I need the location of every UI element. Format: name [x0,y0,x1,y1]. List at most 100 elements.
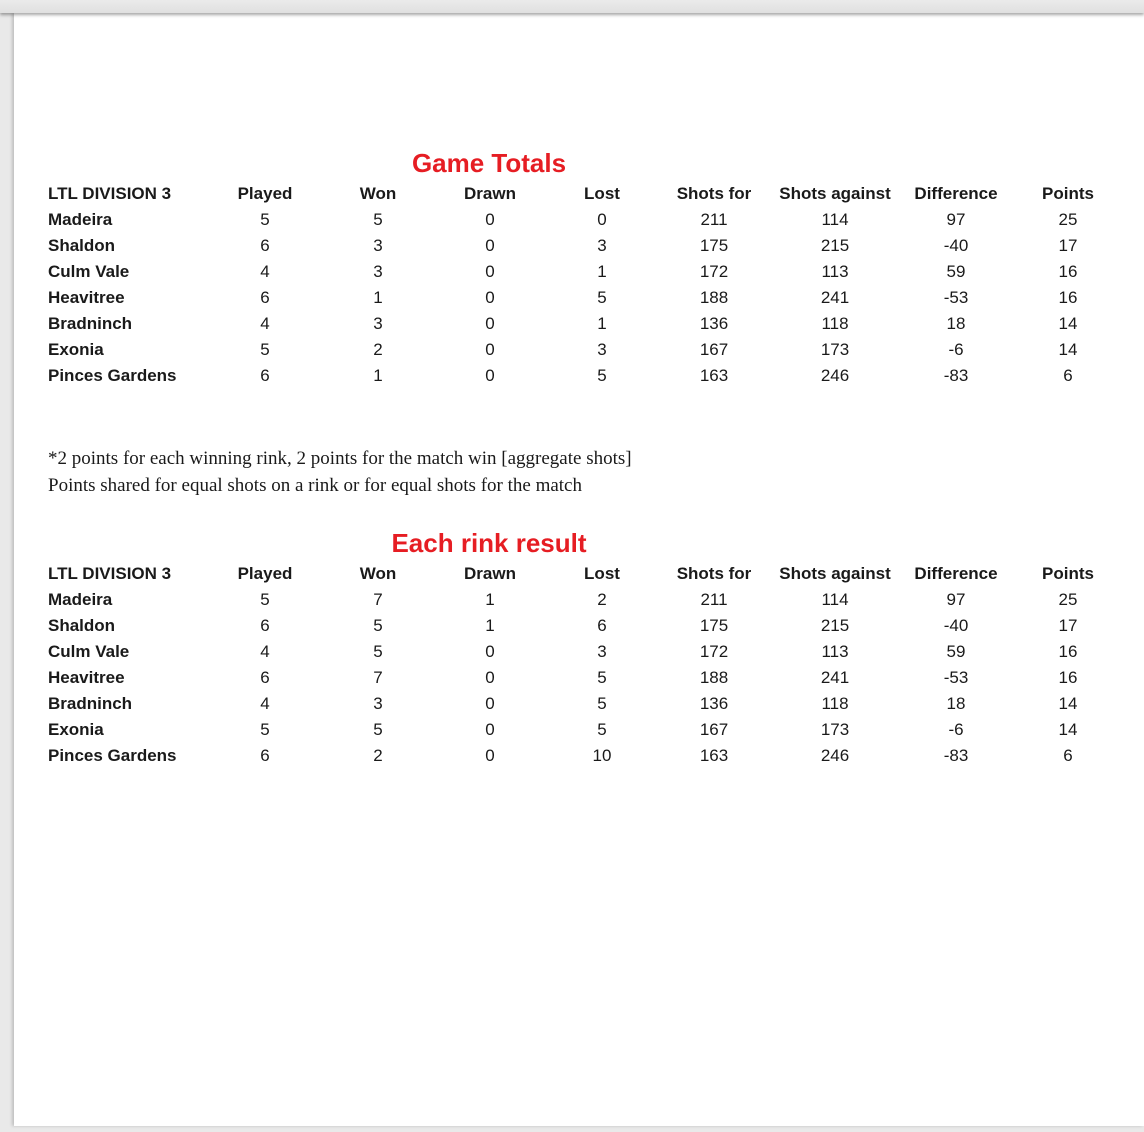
team-name-cell: Shaldon [48,616,116,635]
stat-cell: 1 [485,616,495,635]
game-totals-table: LTL DIVISION 3 Played Won Drawn Lost Shots fo… [48,181,1124,389]
column-header: Shots for [676,184,752,203]
table-row: Exonia 5 5 0 5 167 173 -6 14 [48,717,1124,743]
stat-cell: 18 [946,314,966,333]
stat-cell: 97 [946,210,966,229]
stat-cell: 114 [821,210,849,229]
stat-cell: 14 [1058,340,1078,359]
stat-cell: 0 [485,236,495,255]
stat-cell: 163 [699,366,729,385]
table-row: Bradninch 4 3 0 1 136 118 18 14 [48,311,1124,337]
column-header: Difference [914,184,998,203]
stat-cell: 5 [597,366,607,385]
team-name-cell: Madeira [48,210,113,229]
game-totals-title: Game Totals [411,148,567,178]
column-header: Shots for [676,564,752,583]
team-name-cell: Culm Vale [48,642,130,661]
stat-cell: 3 [597,642,607,661]
stat-cell: 188 [699,288,729,307]
stat-cell: 6 [1063,366,1073,385]
team-name-cell: Madeira [48,590,113,609]
stat-cell: 3 [373,694,383,713]
stat-cell: 188 [699,668,729,687]
stat-cell: 3 [373,236,383,255]
column-header: LTL DIVISION 3 [48,184,172,203]
stat-cell: 211 [700,210,728,229]
stat-cell: 118 [821,314,849,333]
stat-cell: 6 [260,236,270,255]
stat-cell: 1 [373,288,383,307]
stat-cell: 14 [1058,694,1078,713]
column-header: LTL DIVISION 3 [48,564,172,583]
stat-cell: 0 [485,262,495,281]
stat-cell: -53 [943,288,969,307]
each-rink-result-table: LTL DIVISION 3 Played Won Drawn Lost Shots fo… [48,561,1124,769]
stat-cell: 5 [373,210,383,229]
table-row: Shaldon 6 3 0 3 175 215 -40 17 [48,233,1124,259]
stat-cell: 25 [1058,590,1078,609]
stat-cell: 4 [260,262,270,281]
column-header: Drawn [464,184,516,203]
stat-cell: 14 [1058,720,1078,739]
stat-cell: 246 [820,746,850,765]
stat-cell: 114 [821,590,849,609]
stat-cell: 4 [260,694,270,713]
stat-cell: 136 [699,314,729,333]
column-header: Points [1042,184,1094,203]
table-row: Culm Vale 4 5 0 3 172 113 59 16 [48,639,1124,665]
stat-cell: 10 [592,746,612,765]
stat-cell: 59 [946,642,966,661]
stat-cell: 2 [597,590,607,609]
team-name-cell: Pinces Gardens [48,366,177,385]
stat-cell: 17 [1058,236,1078,255]
stat-cell: -40 [943,616,969,635]
table-row: Heavitree 6 7 0 5 188 241 -53 16 [48,665,1124,691]
stat-cell: 4 [260,314,270,333]
stat-cell: 6 [260,288,270,307]
column-header: Points [1042,564,1094,583]
team-name-cell: Culm Vale [48,262,130,281]
stat-cell: 1 [597,314,607,333]
stat-cell: 18 [946,694,966,713]
stat-cell: 0 [485,642,495,661]
stat-cell: 5 [373,616,383,635]
stat-cell: 0 [485,668,495,687]
column-header: Shots against [779,564,891,583]
stat-cell: 167 [699,340,729,359]
column-header: Won [359,564,397,583]
stat-cell: 59 [946,262,966,281]
team-name-cell: Bradninch [48,694,133,713]
stat-cell: 1 [373,366,383,385]
header-row: LTL DIVISION 3 Played Won Drawn Lost Shots fo… [48,181,1124,207]
team-name-cell: Exonia [48,340,104,359]
stat-cell: 0 [485,314,495,333]
stat-cell: 241 [820,668,850,687]
stat-cell: 175 [699,236,729,255]
stat-cell: 5 [260,210,270,229]
stat-cell: 118 [821,694,849,713]
stat-cell: 5 [597,720,607,739]
table-row: Shaldon 6 5 1 6 175 215 -40 17 [48,613,1124,639]
stat-cell: 172 [699,262,729,281]
column-header: Drawn [464,564,516,583]
stat-cell: 0 [597,210,607,229]
spreadsheet-content: Game Totals LTL DIVISION 3 Played Won Drawn… [48,147,1124,769]
stat-cell: 173 [820,340,850,359]
each-rink-result-title: Each rink result [391,528,587,558]
stat-cell: 5 [373,642,383,661]
column-header: Shots against [779,184,891,203]
table-row: Pinces Gardens 6 1 0 5 163 246 -83 6 [48,363,1124,389]
team-name-cell: Shaldon [48,236,116,255]
stat-cell: 0 [485,720,495,739]
stat-cell: 3 [373,314,383,333]
stat-cell: 113 [821,642,849,661]
stat-cell: 5 [597,694,607,713]
stat-cell: 0 [485,694,495,713]
team-name-cell: Pinces Gardens [48,746,177,765]
stat-cell: -40 [943,236,969,255]
stat-cell: 6 [260,366,270,385]
stat-cell: 5 [373,720,383,739]
stat-cell: 172 [699,642,729,661]
stat-cell: -83 [943,746,969,765]
stat-cell: 0 [485,210,495,229]
